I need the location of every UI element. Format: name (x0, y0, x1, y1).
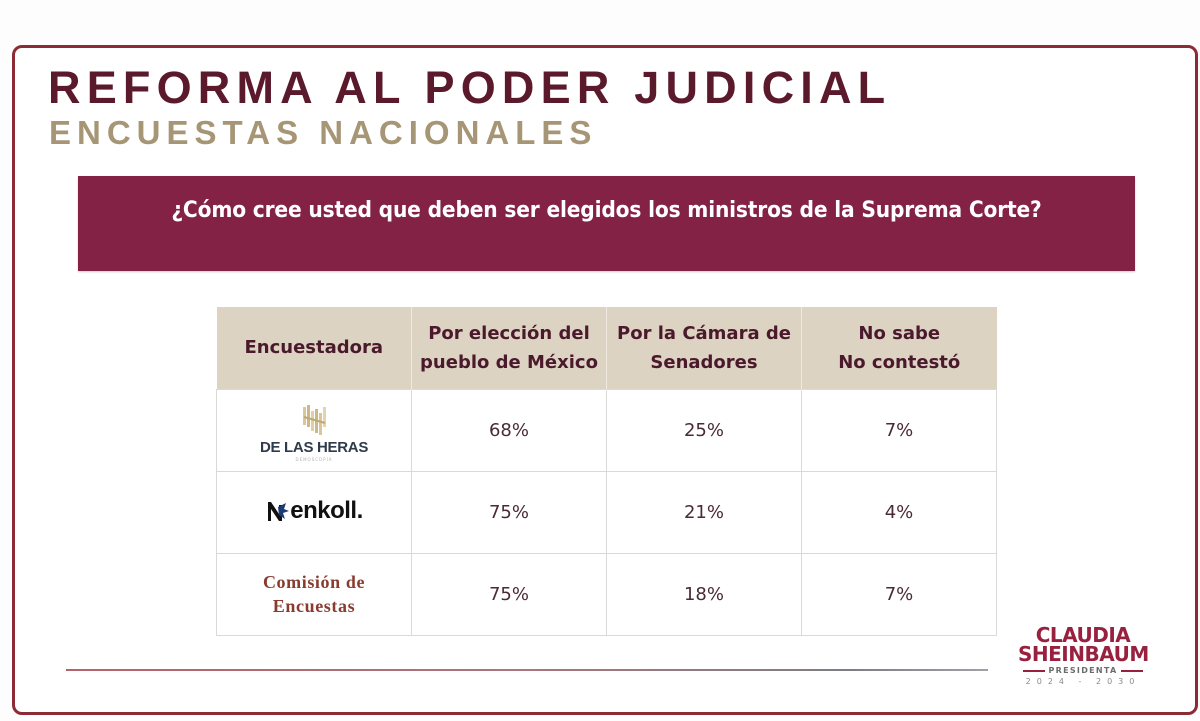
question-banner: ¿Cómo cree usted que deben ser elegidos … (78, 176, 1135, 271)
table-header-row: Encuestadora Por elección del pueblo de … (216, 307, 997, 389)
camara-senadores-value: 21% (606, 470, 802, 554)
no-sabe-value: 7% (801, 552, 997, 636)
enkoll-mark-icon (268, 501, 290, 521)
pollster-cell: enkoll. (216, 470, 412, 554)
eleccion-pueblo-value: 75% (411, 470, 607, 554)
de-las-heras-mark-icon (303, 404, 326, 435)
pollster-cell: Comisión de Encuestas (216, 552, 412, 636)
brand-name-last: SHEINBAUM (1018, 642, 1149, 666)
poll-results-table: Encuestadora Por elección del pueblo de … (216, 307, 997, 636)
de-las-heras-logo: DE LAS HERAS DEMOSCOPIA (260, 399, 368, 462)
no-sabe-value: 4% (801, 470, 997, 554)
brand-dash-right (1120, 669, 1143, 672)
slide-title: REFORMA AL PODER JUDICIAL (48, 62, 892, 113)
enkoll-logo: enkoll. (265, 497, 363, 525)
header-eleccion-pueblo: Por elección del pueblo de México (411, 307, 607, 389)
table-row: DE LAS HERAS DEMOSCOPIA 68% 25% 7% (216, 388, 997, 472)
pollster-cell: DE LAS HERAS DEMOSCOPIA (216, 388, 412, 472)
camara-senadores-value: 25% (606, 388, 802, 472)
brand-logo: CLAUDIA SHEINBAUM PRESIDENTA 2024 - 2030 (1018, 623, 1149, 686)
comision-de-encuestas-logo: Comisión de Encuestas (262, 572, 366, 616)
slide-subtitle: ENCUESTAS NACIONALES (49, 114, 598, 151)
footer-divider (66, 669, 988, 671)
eleccion-pueblo-value: 75% (411, 552, 607, 636)
brand-role: PRESIDENTA (1018, 666, 1148, 675)
question-text: ¿Cómo cree usted que deben ser elegidos … (171, 198, 1042, 223)
eleccion-pueblo-value: 68% (411, 388, 607, 472)
table-row: Comisión de Encuestas 75% 18% 7% (216, 552, 997, 636)
no-sabe-value: 7% (801, 388, 997, 472)
table-row: enkoll. 75% 21% 4% (216, 470, 997, 554)
brand-name-first: CLAUDIA (1035, 623, 1131, 647)
brand-dash-left (1023, 669, 1046, 672)
brand-years: 2024 - 2030 (1025, 677, 1141, 686)
header-pollster: Encuestadora (216, 307, 412, 389)
camara-senadores-value: 18% (606, 552, 802, 636)
header-camara-senadores: Por la Cámara de Senadores (606, 307, 802, 389)
header-no-sabe: No sabe No contestó (801, 307, 997, 389)
